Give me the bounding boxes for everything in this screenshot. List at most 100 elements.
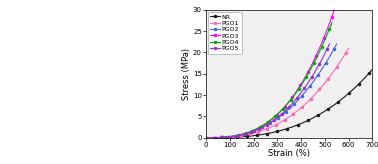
PGO3 [285, 103, 290, 105]
PGO4 [291, 95, 296, 97]
PGO1 [282, 119, 287, 121]
NR [322, 110, 327, 112]
PGO3 [254, 129, 258, 131]
NR [367, 72, 371, 74]
PGO1 [288, 115, 293, 117]
PGO1 [291, 113, 296, 115]
PGO4 [214, 137, 218, 139]
PGO5 [252, 130, 256, 132]
PGO3 [330, 16, 334, 18]
PGO1 [346, 47, 351, 49]
PGO2 [204, 137, 208, 139]
NR [356, 83, 361, 85]
PGO5 [292, 100, 296, 102]
PGO3 [314, 55, 318, 57]
PGO3 [251, 130, 256, 132]
PGO4 [222, 136, 226, 138]
NR [262, 133, 266, 135]
PGO3 [272, 116, 276, 118]
PGO2 [305, 88, 310, 90]
PGO5 [239, 134, 243, 136]
PGO3 [264, 123, 268, 124]
PGO4 [258, 126, 262, 128]
PGO5 [257, 128, 261, 130]
PGO2 [313, 78, 318, 80]
Line: PGO1: PGO1 [205, 47, 350, 139]
PGO5 [294, 97, 299, 99]
PGO1 [233, 136, 237, 138]
PGO3 [301, 80, 305, 82]
NR [217, 137, 222, 139]
PGO2 [206, 137, 211, 139]
PGO1 [323, 82, 328, 83]
PGO2 [297, 98, 302, 100]
PGO3 [225, 136, 229, 138]
PGO4 [271, 117, 275, 119]
PGO5 [204, 137, 208, 139]
PGO1 [338, 61, 342, 63]
PGO1 [303, 103, 307, 105]
PGO3 [290, 96, 295, 98]
NR [319, 112, 324, 114]
PGO2 [236, 134, 240, 136]
PGO2 [257, 128, 262, 130]
PGO3 [256, 127, 261, 129]
PGO1 [221, 136, 226, 138]
PGO5 [259, 127, 264, 129]
PGO1 [300, 106, 304, 108]
NR [234, 136, 239, 138]
PGO5 [216, 137, 221, 139]
PGO1 [250, 132, 255, 134]
PGO3 [308, 66, 313, 68]
PGO3 [209, 137, 214, 139]
PGO4 [227, 136, 231, 138]
PGO4 [299, 84, 304, 86]
Y-axis label: Stress (MPa): Stress (MPa) [183, 48, 191, 100]
PGO1 [262, 129, 266, 131]
PGO5 [206, 137, 211, 139]
PGO3 [235, 135, 240, 137]
NR [350, 89, 354, 91]
PGO2 [254, 129, 259, 131]
PGO2 [222, 136, 227, 138]
NR [346, 92, 351, 94]
PGO3 [266, 121, 271, 123]
PGO3 [232, 135, 237, 137]
NR [255, 134, 259, 136]
PGO3 [243, 133, 248, 135]
PGO1 [276, 122, 281, 124]
PGO5 [231, 135, 236, 137]
PGO5 [222, 136, 226, 138]
NR [265, 133, 270, 135]
NR [221, 137, 225, 139]
PGO4 [296, 88, 301, 90]
PGO5 [312, 72, 317, 74]
PGO3 [222, 136, 226, 138]
PGO2 [239, 134, 243, 136]
NR [251, 135, 256, 137]
NR [231, 136, 235, 138]
PGO5 [310, 76, 314, 78]
PGO2 [279, 115, 283, 117]
PGO2 [321, 66, 325, 68]
PGO1 [279, 121, 284, 123]
PGO4 [211, 137, 216, 139]
Line: PGO3: PGO3 [205, 9, 335, 139]
PGO1 [245, 134, 249, 136]
PGO2 [260, 126, 264, 128]
PGO5 [305, 84, 309, 86]
Line: PGO2: PGO2 [205, 43, 338, 139]
NR [207, 137, 212, 139]
Line: NR: NR [205, 69, 373, 139]
PGO3 [220, 136, 224, 138]
PGO2 [310, 82, 315, 83]
PGO5 [244, 133, 249, 135]
PGO4 [322, 40, 327, 42]
PGO3 [277, 112, 282, 113]
PGO2 [289, 106, 294, 108]
PGO5 [320, 58, 324, 60]
PGO2 [335, 43, 339, 45]
NR [353, 86, 358, 88]
NR [258, 134, 263, 136]
PGO3 [298, 84, 302, 86]
